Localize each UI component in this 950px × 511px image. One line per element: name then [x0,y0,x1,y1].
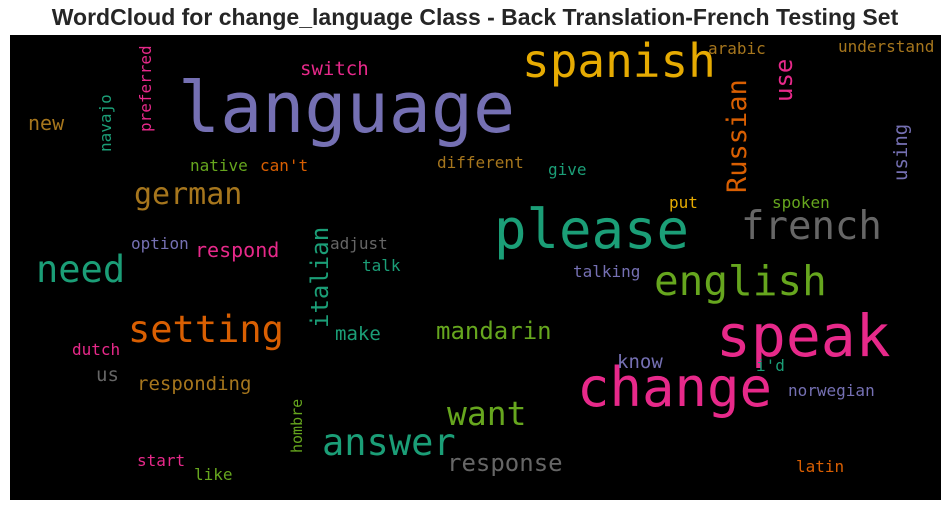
word-know: know [617,351,663,373]
word-option: option [131,234,189,253]
word-language: language [178,67,516,149]
word-cloud: language spanish please speak change fre… [10,35,941,500]
word-dutch: dutch [72,340,121,359]
word-setting: setting [128,308,284,351]
word-answer: answer [322,421,456,464]
word-norwegian: norwegian [788,381,875,400]
word-understand: understand [838,37,935,56]
word-cant: can't [260,156,309,175]
word-give: give [548,160,587,179]
word-talk: talk [362,256,401,275]
word-start: start [137,451,186,470]
word-mandarin: mandarin [436,317,552,345]
word-adjust: adjust [330,234,388,253]
word-speak: speak [716,302,891,370]
word-id: i'd [756,356,785,375]
word-respond: respond [195,238,280,262]
word-need: need [36,248,126,291]
word-new: new [28,111,65,135]
word-english: english [654,257,827,305]
word-responding: responding [137,373,252,395]
word-native: native [190,156,248,175]
word-hombre: hombre [288,398,306,453]
word-navajo: navajo [96,94,115,152]
word-spoken: spoken [772,193,830,212]
word-different: different [437,153,524,172]
word-make: make [335,323,381,345]
word-latin: latin [796,457,845,476]
word-please: please [494,198,690,261]
word-arabic: arabic [708,39,766,58]
word-change: change [577,356,773,419]
word-talking: talking [573,262,641,281]
word-italian: italian [306,226,334,328]
word-french: french [741,204,882,249]
word-response: response [447,449,563,477]
chart-title: WordCloud for change_language Class - Ba… [51,4,899,30]
word-put: put [669,193,698,212]
word-us: us [96,364,119,386]
word-german: german [134,177,243,212]
word-spanish: spanish [522,35,716,88]
word-like: like [194,465,233,484]
word-switch: switch [300,58,369,80]
word-use: use [770,58,798,102]
word-russian: Russian [722,79,753,193]
word-preferred: preferred [136,45,155,132]
word-using: using [890,123,912,181]
word-want: want [447,394,527,433]
